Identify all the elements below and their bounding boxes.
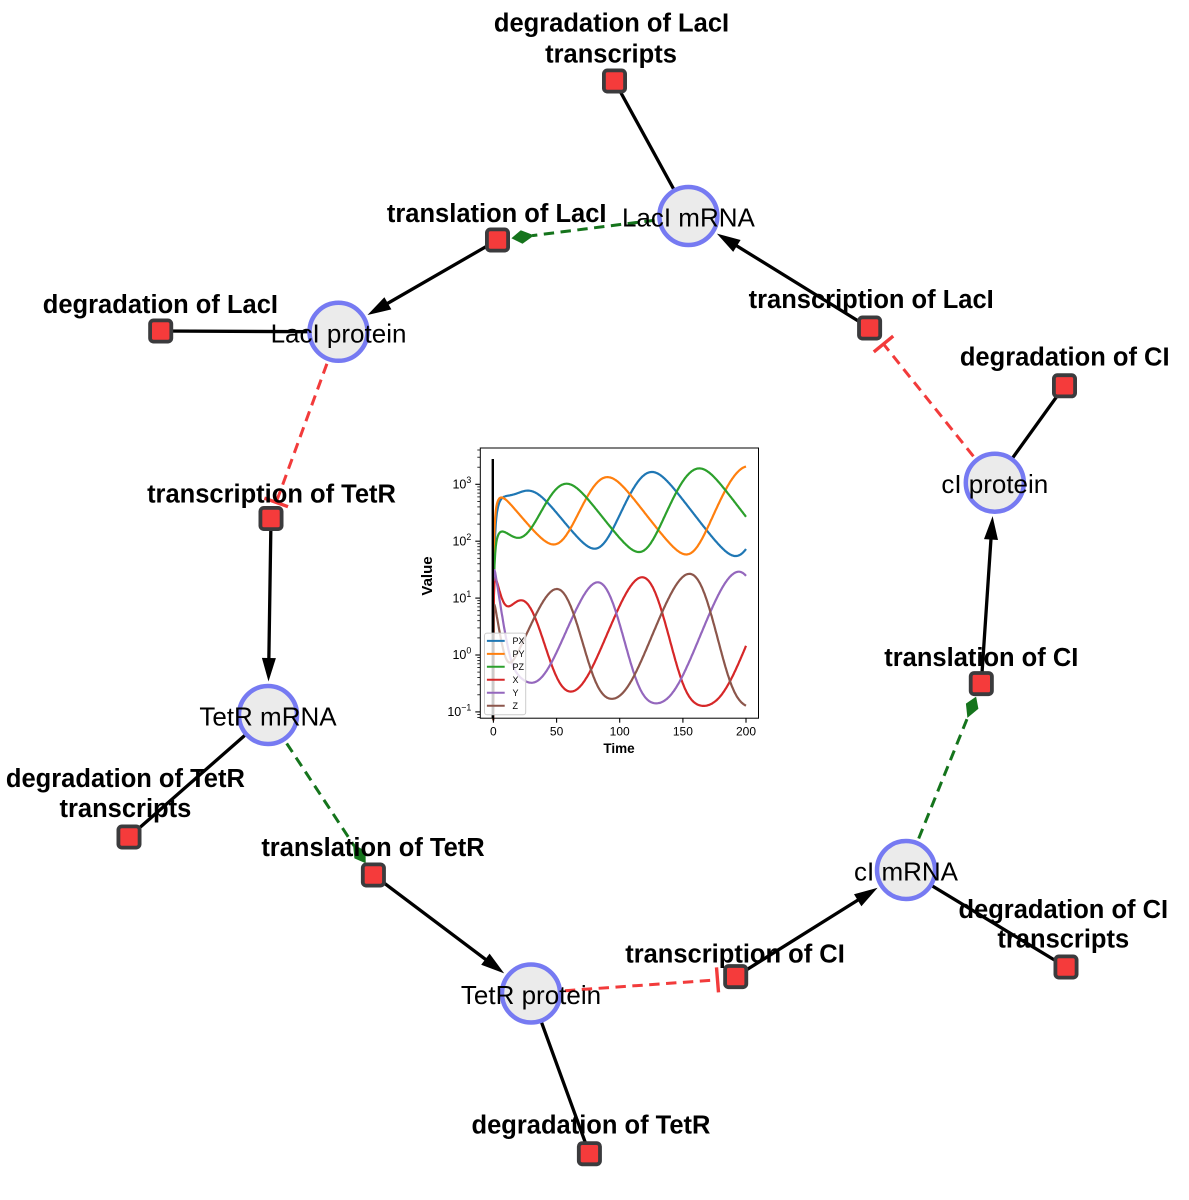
svg-text:translation of TetR: translation of TetR — [261, 834, 484, 862]
svg-text:cI mRNA: cI mRNA — [854, 857, 959, 887]
svg-text:50: 50 — [550, 725, 564, 739]
svg-text:degradation of LacI: degradation of LacI — [43, 291, 278, 319]
svg-text:degradation of TetR: degradation of TetR — [472, 1111, 711, 1139]
svg-text:degradation of CI: degradation of CI — [958, 896, 1168, 924]
svg-text:Z: Z — [513, 701, 519, 711]
svg-text:Value: Value — [419, 556, 436, 595]
svg-text:translation of CI: translation of CI — [884, 644, 1078, 672]
svg-text:transcripts: transcripts — [997, 926, 1129, 954]
svg-text:Y: Y — [513, 688, 519, 698]
svg-text:0: 0 — [490, 725, 497, 739]
svg-text:150: 150 — [673, 725, 693, 739]
svg-text:transcripts: transcripts — [60, 795, 192, 823]
svg-text:TetR protein: TetR protein — [461, 980, 601, 1010]
svg-text:LacI protein: LacI protein — [271, 318, 407, 348]
svg-text:transcription of TetR: transcription of TetR — [147, 481, 396, 509]
svg-text:X: X — [513, 675, 519, 685]
svg-text:100: 100 — [610, 725, 630, 739]
svg-text:degradation of LacI: degradation of LacI — [494, 10, 729, 38]
svg-text:TetR mRNA: TetR mRNA — [199, 702, 337, 732]
svg-text:LacI mRNA: LacI mRNA — [622, 203, 756, 233]
svg-text:transcripts: transcripts — [545, 40, 677, 68]
svg-text:transcription of LacI: transcription of LacI — [749, 286, 994, 314]
svg-text:200: 200 — [736, 725, 756, 739]
svg-text:PY: PY — [513, 649, 525, 659]
svg-text:cI protein: cI protein — [941, 469, 1048, 499]
svg-text:degradation of CI: degradation of CI — [960, 344, 1170, 372]
svg-text:transcription of CI: transcription of CI — [625, 940, 845, 968]
svg-text:Time: Time — [603, 741, 635, 756]
svg-text:PZ: PZ — [513, 662, 525, 672]
svg-text:degradation of TetR: degradation of TetR — [6, 765, 245, 793]
svg-text:PX: PX — [513, 636, 525, 646]
svg-text:translation of LacI: translation of LacI — [387, 200, 607, 228]
